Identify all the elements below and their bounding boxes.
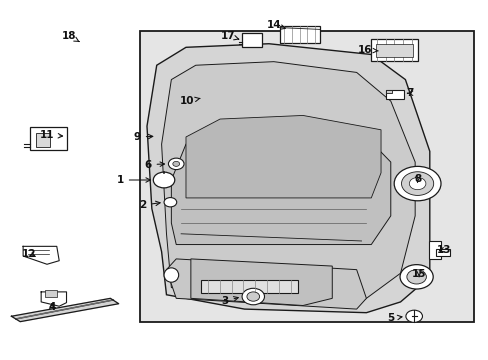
Text: 10: 10	[180, 96, 200, 106]
Bar	[370, 39, 417, 61]
Text: 11: 11	[40, 130, 62, 140]
Text: 2: 2	[139, 200, 160, 210]
Polygon shape	[11, 298, 119, 321]
Bar	[140, 31, 473, 321]
Circle shape	[408, 177, 425, 190]
Text: 12: 12	[21, 248, 36, 258]
Bar	[44, 290, 57, 297]
Bar	[385, 90, 404, 99]
Circle shape	[393, 166, 440, 201]
Polygon shape	[185, 116, 380, 198]
Text: 17: 17	[221, 31, 238, 41]
Bar	[36, 133, 50, 147]
Text: 16: 16	[357, 45, 378, 55]
Circle shape	[246, 292, 259, 301]
Text: 7: 7	[406, 88, 413, 98]
Bar	[375, 44, 412, 57]
Text: 13: 13	[436, 244, 451, 255]
Polygon shape	[171, 123, 390, 244]
Circle shape	[399, 265, 432, 289]
Bar	[200, 280, 298, 293]
Circle shape	[163, 198, 176, 207]
Polygon shape	[190, 259, 331, 306]
Text: 9: 9	[133, 132, 152, 142]
Text: 3: 3	[221, 296, 238, 306]
Polygon shape	[41, 292, 66, 306]
Circle shape	[401, 172, 433, 195]
Polygon shape	[23, 246, 59, 264]
Circle shape	[153, 172, 174, 188]
Text: 18: 18	[61, 31, 79, 42]
Bar	[428, 241, 440, 259]
Polygon shape	[166, 259, 366, 309]
Bar	[385, 90, 391, 93]
Bar	[279, 26, 319, 43]
Text: 6: 6	[144, 159, 164, 170]
Polygon shape	[161, 62, 414, 302]
Text: 4: 4	[48, 302, 56, 312]
Polygon shape	[147, 44, 429, 313]
Text: 8: 8	[413, 174, 420, 184]
Circle shape	[242, 288, 264, 305]
Text: 15: 15	[411, 269, 426, 279]
Circle shape	[172, 161, 179, 166]
Bar	[30, 127, 66, 149]
Text: 14: 14	[266, 20, 285, 30]
Circle shape	[168, 158, 183, 170]
Bar	[242, 33, 261, 46]
Circle shape	[406, 270, 426, 284]
Bar	[435, 249, 449, 256]
Text: 5: 5	[386, 314, 401, 323]
Circle shape	[405, 310, 422, 322]
Ellipse shape	[163, 268, 178, 282]
Text: 1: 1	[116, 175, 150, 185]
